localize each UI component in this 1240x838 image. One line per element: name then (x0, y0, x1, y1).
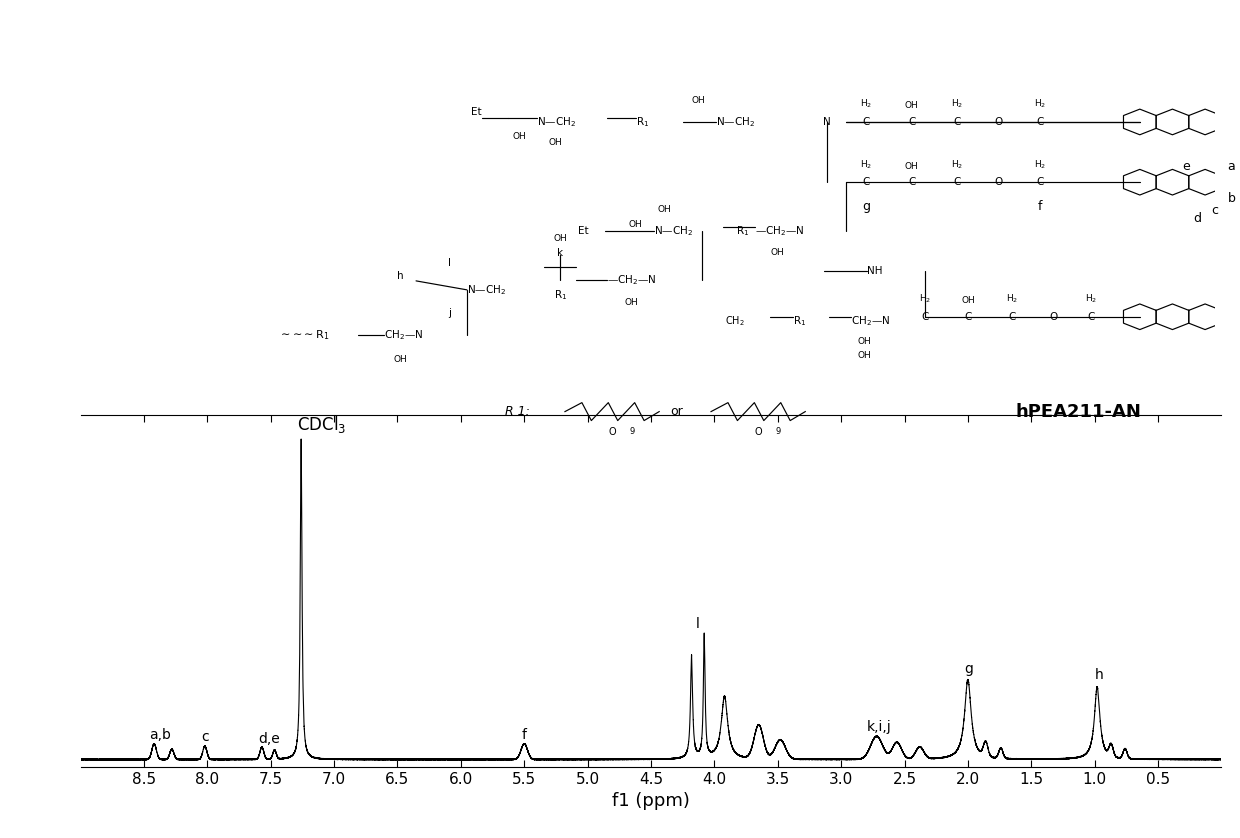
Text: OH: OH (629, 220, 642, 229)
Text: $\mathregular{O}$: $\mathregular{O}$ (608, 425, 616, 437)
X-axis label: f1 (ppm): f1 (ppm) (613, 792, 689, 810)
Text: H$_2$: H$_2$ (1085, 292, 1097, 305)
Text: H$_2$: H$_2$ (1034, 158, 1047, 171)
Text: j: j (449, 308, 451, 318)
Text: H$_2$: H$_2$ (861, 98, 873, 111)
Text: d,e: d,e (259, 732, 280, 746)
Text: NH: NH (867, 266, 882, 276)
Text: OH: OH (961, 296, 975, 305)
Text: R$_1$: R$_1$ (737, 224, 750, 238)
Text: CH$_2$—N: CH$_2$—N (852, 313, 890, 328)
Text: OH: OH (858, 351, 872, 360)
Text: C: C (863, 177, 870, 187)
Text: OH: OH (624, 298, 637, 308)
Text: C: C (1037, 177, 1044, 187)
Text: c: c (201, 731, 208, 744)
Text: f: f (1038, 200, 1042, 213)
Text: C: C (954, 177, 961, 187)
Text: H$_2$: H$_2$ (861, 158, 873, 171)
Text: f: f (522, 728, 527, 742)
Text: C: C (863, 117, 870, 127)
Text: —CH$_2$—N: —CH$_2$—N (755, 224, 805, 238)
Text: N—CH$_2$: N—CH$_2$ (467, 283, 506, 297)
Text: OH: OH (905, 101, 919, 111)
Text: OH: OH (393, 354, 407, 364)
Text: c: c (1211, 204, 1218, 217)
Text: C: C (1008, 312, 1016, 322)
Text: R$_1$: R$_1$ (636, 115, 649, 129)
Text: Et: Et (579, 226, 589, 235)
Text: C: C (1037, 117, 1044, 127)
Text: OH: OH (692, 96, 706, 106)
Text: g: g (863, 200, 870, 213)
Text: N—CH$_2$: N—CH$_2$ (655, 224, 693, 238)
Text: C: C (965, 312, 972, 322)
Text: H$_2$: H$_2$ (919, 292, 931, 305)
Text: OH: OH (770, 248, 784, 257)
Text: d: d (1194, 211, 1202, 225)
Text: $\mathregular{9}$: $\mathregular{9}$ (629, 426, 636, 437)
Text: OH: OH (858, 337, 872, 345)
Text: $\sim\!\sim\!\sim$R$_1$: $\sim\!\sim\!\sim$R$_1$ (278, 328, 329, 342)
Text: k: k (557, 248, 563, 257)
Text: or: or (670, 405, 682, 418)
Text: R 1:: R 1: (506, 405, 531, 418)
Text: C: C (908, 117, 915, 127)
Text: CH$_2$: CH$_2$ (725, 313, 745, 328)
Text: H$_2$: H$_2$ (1006, 292, 1018, 305)
Text: R$_1$: R$_1$ (553, 288, 567, 302)
Text: a: a (1228, 160, 1235, 173)
Text: H$_2$: H$_2$ (1034, 98, 1047, 111)
Text: C: C (921, 312, 929, 322)
Text: $\mathregular{9}$: $\mathregular{9}$ (775, 426, 781, 437)
Text: l: l (696, 618, 699, 631)
Text: CDCl$_3$: CDCl$_3$ (298, 414, 347, 436)
Text: b: b (1228, 193, 1235, 205)
Text: N—CH$_2$: N—CH$_2$ (537, 115, 575, 129)
Text: OH: OH (548, 138, 563, 147)
Text: R$_1$: R$_1$ (794, 313, 806, 328)
Text: N—CH$_2$: N—CH$_2$ (715, 115, 755, 129)
Text: OH: OH (905, 163, 919, 171)
Text: C: C (1087, 312, 1095, 322)
Text: $\mathregular{O}$: $\mathregular{O}$ (754, 425, 763, 437)
Text: Et: Et (471, 106, 482, 116)
Text: l: l (449, 258, 451, 268)
Text: O: O (1049, 312, 1058, 322)
Text: e: e (1183, 160, 1190, 173)
Text: OH: OH (553, 234, 567, 243)
Text: O: O (994, 117, 1003, 127)
Text: g: g (963, 662, 973, 676)
Text: k,i,j: k,i,j (867, 720, 892, 733)
Text: H$_2$: H$_2$ (951, 98, 963, 111)
Text: OH: OH (657, 205, 671, 215)
Text: h: h (1095, 668, 1104, 682)
Text: CH$_2$—N: CH$_2$—N (384, 328, 423, 342)
Text: hPEA211-AN: hPEA211-AN (1016, 402, 1142, 421)
Text: C: C (908, 177, 915, 187)
Text: N: N (823, 117, 831, 127)
Text: H$_2$: H$_2$ (951, 158, 963, 171)
Text: O: O (994, 177, 1003, 187)
Text: a,b: a,b (150, 728, 171, 742)
Text: h: h (397, 271, 403, 281)
Text: —CH$_2$—N: —CH$_2$—N (608, 273, 657, 287)
Text: C: C (954, 117, 961, 127)
Text: OH: OH (513, 132, 527, 141)
